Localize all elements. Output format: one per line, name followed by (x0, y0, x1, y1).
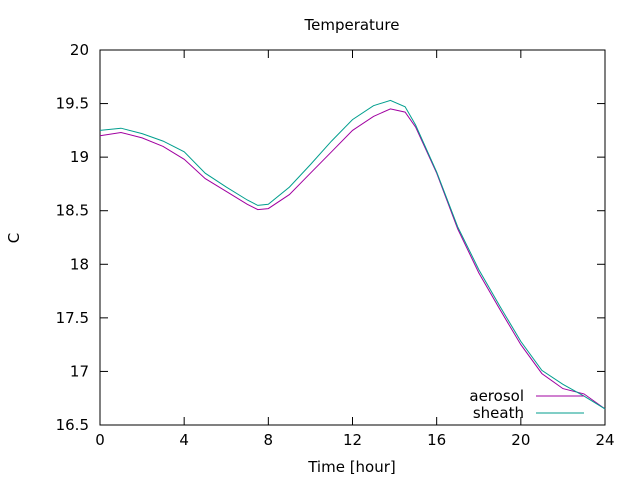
y-tick-label: 19 (70, 148, 89, 166)
x-tick-label: 24 (595, 431, 614, 449)
x-tick-label: 20 (511, 431, 530, 449)
y-tick-label: 16.5 (56, 416, 89, 434)
y-tick-label: 18.5 (56, 202, 89, 220)
chart-title: Temperature (303, 16, 399, 34)
legend-label-sheath: sheath (473, 404, 524, 422)
x-axis-label: Time [hour] (307, 458, 396, 476)
x-tick-label: 12 (343, 431, 362, 449)
y-axis-label: C (5, 233, 23, 243)
x-tick-label: 8 (264, 431, 274, 449)
y-tick-label: 18 (70, 255, 89, 273)
y-tick-label: 19.5 (56, 95, 89, 113)
plot-border (99, 49, 606, 426)
y-tick-label: 20 (70, 41, 89, 59)
y-tick-label: 17 (70, 362, 89, 380)
legend-label-aerosol: aerosol (469, 387, 524, 405)
x-tick-label: 4 (179, 431, 189, 449)
x-axis: 0 4 8 12 16 20 24 (95, 50, 615, 449)
series-lines (99, 99, 606, 410)
series-line-aerosol (99, 108, 606, 410)
y-tick-label: 17.5 (56, 309, 89, 327)
x-tick-label: 0 (95, 431, 105, 449)
plot-frame (99, 49, 606, 426)
y-axis: 16.5 17 17.5 18 18.5 19 19.5 20 (56, 41, 605, 434)
x-tick-label: 16 (427, 431, 446, 449)
series-line-sheath (99, 99, 606, 410)
